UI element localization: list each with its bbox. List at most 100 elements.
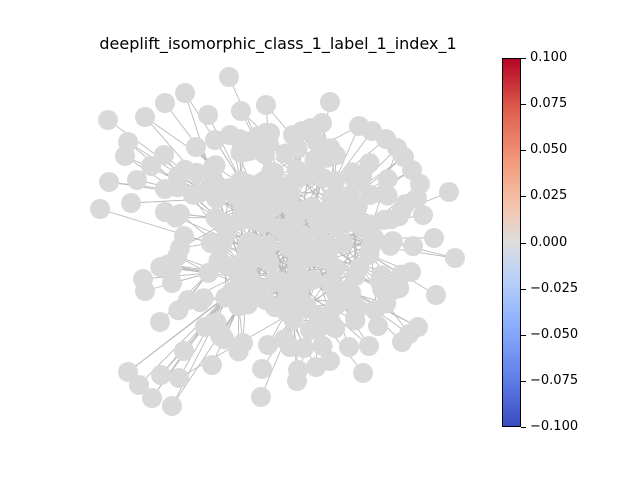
graph-node [155, 202, 175, 222]
graph-node [135, 281, 155, 301]
graph-node [345, 266, 366, 287]
graph-node [264, 297, 285, 318]
graph-node [287, 254, 307, 275]
graph-node [377, 185, 398, 206]
graph-nodes [90, 67, 465, 416]
graph-node [135, 107, 155, 127]
graph-node [168, 166, 188, 186]
graph-node [345, 308, 365, 328]
colorbar-tick-mark [521, 289, 526, 290]
network-graph [90, 67, 465, 416]
graph-node [407, 188, 427, 208]
graph-node [225, 185, 245, 206]
graph-node [320, 351, 340, 371]
graph-node [321, 192, 342, 213]
colorbar-tick-label: 0.100 [530, 50, 568, 65]
graph-node [169, 368, 189, 388]
graph-node [283, 125, 303, 145]
graph-node [394, 147, 414, 167]
graph-node [344, 199, 365, 220]
graph-node [174, 341, 194, 361]
graph-edge [127, 291, 233, 373]
graph-node [155, 179, 175, 199]
graph-node [175, 83, 195, 103]
graph-node [325, 170, 346, 191]
graph-node [359, 336, 379, 356]
graph-edge [160, 297, 226, 376]
graph-node [381, 209, 401, 230]
colorbar-tick-label: 0.050 [530, 142, 568, 157]
graph-node [198, 262, 219, 283]
graph-node [286, 271, 307, 292]
colorbar-tick-label: 0.025 [530, 188, 568, 203]
graph-node [365, 300, 385, 320]
graph-node [413, 205, 433, 225]
graph-node [300, 320, 320, 340]
graph-node [288, 167, 309, 188]
graph-node [360, 184, 381, 205]
graph-node [90, 199, 110, 219]
graph-node [341, 282, 362, 303]
colorbar-tick-mark [521, 335, 526, 336]
graph-node [309, 217, 330, 238]
graph-node [202, 355, 222, 375]
graph-node [254, 212, 275, 233]
graph-node [228, 296, 249, 317]
graph-node [205, 130, 225, 150]
graph-node [150, 312, 170, 332]
graph-node [186, 137, 206, 157]
graph-node [408, 317, 428, 337]
graph-node [324, 296, 345, 317]
graph-node [321, 312, 341, 332]
graph-node [217, 255, 238, 276]
graph-node [232, 257, 252, 278]
colorbar-tick-mark [521, 243, 526, 244]
graph-node [351, 215, 372, 236]
graph-node [129, 375, 149, 395]
graph-node [359, 153, 380, 173]
colorbar-tick-label: −0.100 [530, 419, 579, 434]
graph-node [263, 271, 284, 292]
graph-node [231, 101, 251, 121]
graph-node [99, 172, 119, 192]
graph-node [401, 262, 421, 282]
colorbar [502, 58, 521, 427]
graph-node [198, 105, 218, 125]
graph-node [178, 290, 198, 310]
graph-node [193, 288, 214, 309]
graph-node [312, 335, 333, 356]
colorbar-tick-mark [521, 381, 526, 382]
colorbar-tick-label: 0.075 [530, 96, 568, 111]
graph-node [258, 335, 278, 355]
graph-node [233, 333, 253, 353]
colorbar-tick-mark [521, 58, 526, 59]
graph-node [174, 226, 194, 246]
graph-node [345, 169, 365, 190]
graph-node [377, 169, 398, 190]
colorbar-tick-mark [521, 150, 526, 151]
graph-node [312, 113, 332, 133]
graph-node [353, 363, 373, 383]
graph-node [283, 309, 304, 330]
graph-node [299, 234, 320, 255]
graph-node [255, 170, 276, 191]
graph-node [314, 249, 335, 269]
graph-node [206, 188, 227, 209]
graph-node [368, 316, 388, 337]
graph-node [320, 92, 340, 112]
graph-node [333, 233, 354, 254]
graph-node [339, 337, 359, 357]
graph-node [98, 110, 118, 130]
graph-node [127, 170, 147, 190]
graph-node [325, 145, 346, 166]
graph-node [151, 365, 171, 385]
colorbar-tick-label: −0.050 [530, 327, 579, 342]
colorbar-tick-mark [521, 104, 526, 105]
graph-node [426, 285, 446, 305]
graph-node [203, 171, 224, 192]
graph-node [439, 182, 459, 202]
graph-node [251, 387, 271, 407]
graph-node [212, 325, 232, 345]
graph-node [170, 204, 190, 224]
graph-edge [207, 114, 242, 181]
